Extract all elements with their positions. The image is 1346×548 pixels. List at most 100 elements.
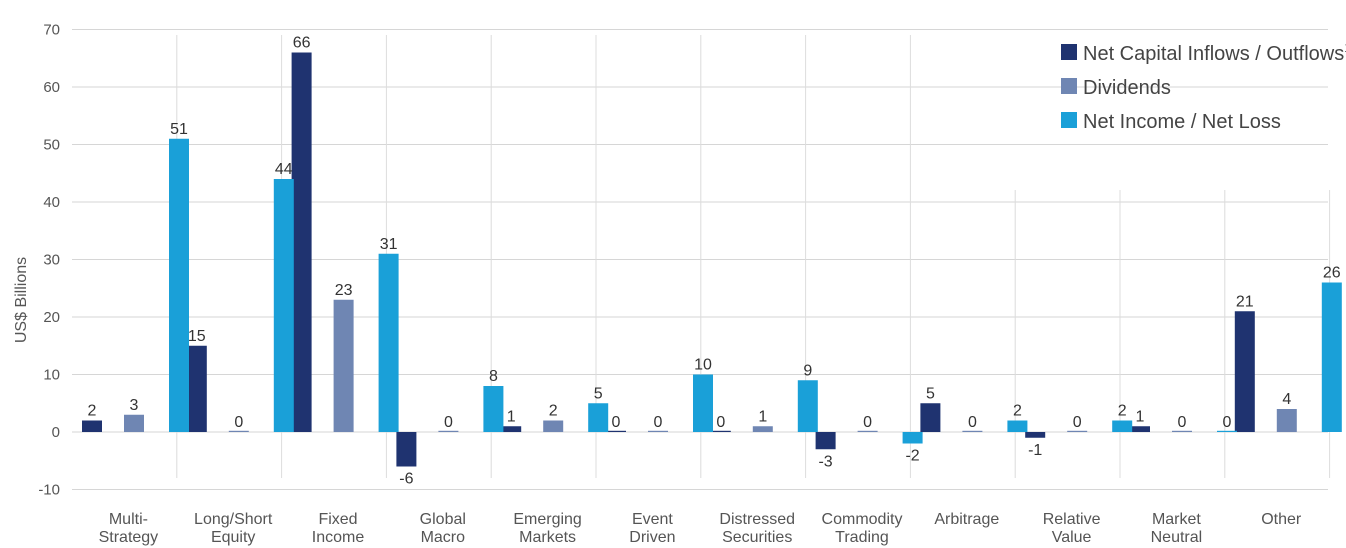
y-axis-label: US$ Billions (13, 257, 30, 343)
data-label: 10 (694, 357, 712, 374)
bar (1234, 311, 1255, 432)
data-label: -1 (1028, 442, 1042, 459)
y-tick-label: 50 (43, 137, 60, 154)
data-label: 2 (1013, 403, 1022, 420)
data-label: -6 (399, 471, 413, 488)
data-label: -3 (818, 453, 832, 470)
bar (82, 420, 102, 432)
data-label: 5 (926, 385, 935, 402)
data-label: 44 (275, 161, 293, 178)
bar (333, 299, 354, 432)
data-label: 1 (1136, 408, 1145, 425)
data-label: 2 (1118, 403, 1127, 420)
category-label: Distressed Securities (719, 511, 795, 546)
data-label: 21 (1236, 293, 1254, 310)
data-label: 3 (130, 397, 139, 414)
bar (857, 430, 878, 432)
bar (1130, 426, 1150, 432)
data-label: 4 (1282, 391, 1291, 408)
bar (378, 253, 399, 432)
category-label: Relative Value (1043, 511, 1101, 546)
category-label: Global Macro (420, 511, 466, 546)
bar (1112, 420, 1133, 432)
bar (543, 420, 564, 432)
data-label: 0 (612, 414, 621, 431)
category-label: Other (1261, 511, 1302, 528)
data-label: 51 (170, 121, 188, 138)
y-tick-label: 20 (43, 309, 60, 326)
data-label: 23 (335, 282, 353, 299)
bar (920, 403, 941, 432)
y-tick-label: -10 (38, 482, 60, 499)
bar (1007, 420, 1028, 432)
data-label: -2 (905, 448, 919, 465)
bar (124, 414, 144, 432)
bar (1321, 282, 1342, 432)
category-label: Commodity Trading (822, 511, 903, 546)
bar (291, 52, 312, 432)
data-label: 26 (1323, 265, 1341, 282)
y-tick-label: 60 (43, 79, 60, 96)
data-label: 2 (88, 403, 97, 420)
y-tick-label: 0 (52, 424, 60, 441)
data-label: 1 (507, 408, 516, 425)
bar (1172, 430, 1192, 432)
category-label: Arbitrage (934, 511, 999, 528)
category-labels: Multi-Strategy Long/Short Equity Fixed Incom… (99, 511, 1302, 546)
data-label: 5 (594, 385, 603, 402)
bar (228, 430, 249, 432)
bar (1217, 430, 1237, 432)
data-label: 1 (758, 408, 767, 425)
bar (752, 426, 773, 432)
y-tick-label: 30 (43, 252, 60, 269)
bar (815, 432, 836, 450)
legend-swatch (1061, 112, 1077, 128)
bar (186, 345, 207, 432)
bars (82, 52, 1342, 467)
bar (1276, 409, 1297, 432)
y-tick-label: 40 (43, 194, 60, 211)
data-label: 15 (188, 328, 206, 345)
bar (693, 374, 713, 432)
data-label: 9 (803, 362, 812, 379)
bar (797, 380, 818, 432)
bar (648, 430, 668, 432)
y-axis-ticks: -10 0 10 20 30 40 50 60 70 (38, 22, 60, 499)
bar (396, 432, 417, 467)
data-label: 0 (654, 414, 663, 431)
bar (483, 386, 504, 432)
category-label: Event Driven (629, 511, 675, 546)
bar (501, 426, 522, 432)
data-label: 0 (444, 414, 453, 431)
bar (438, 430, 459, 432)
legend-swatch (1061, 44, 1077, 60)
category-label: Long/Short Equity (194, 511, 273, 546)
category-label: Fixed Income (312, 511, 365, 546)
data-label: 31 (380, 236, 398, 253)
y-tick-label: 70 (43, 22, 60, 39)
legend-swatch (1061, 78, 1077, 94)
data-label: 0 (716, 414, 725, 431)
legend-label: Net Income / Net Loss (1083, 111, 1281, 133)
bar (606, 430, 626, 432)
bar (902, 432, 923, 444)
data-label: 66 (293, 35, 311, 52)
data-label: 0 (1178, 414, 1187, 431)
legend-label: Net Capital Inflows / Outflows13 (1083, 40, 1346, 65)
data-label: 0 (234, 414, 243, 431)
legend-label: Dividends (1083, 77, 1171, 99)
bar (1067, 430, 1088, 432)
legend: Net Capital Inflows / Outflows13 Dividend… (1061, 40, 1346, 133)
y-tick-label: 10 (43, 367, 60, 384)
bar (169, 138, 189, 432)
data-label: 0 (968, 414, 977, 431)
bar (710, 430, 731, 432)
category-label: Market Neutral (1151, 511, 1203, 546)
data-label: 0 (1223, 414, 1232, 431)
data-label: 0 (1073, 414, 1082, 431)
data-label: 8 (489, 368, 498, 385)
data-label: 0 (863, 414, 872, 431)
bar (588, 403, 609, 432)
